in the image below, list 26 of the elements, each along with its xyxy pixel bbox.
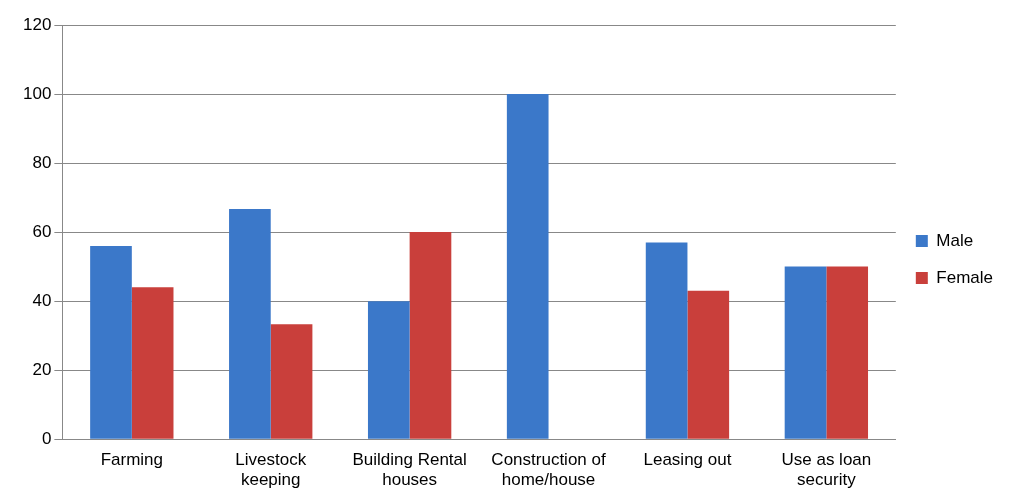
legend-label: Female (936, 267, 993, 287)
bar (131, 287, 174, 439)
bar (506, 94, 549, 439)
x-tick-label: Construction of home/house (491, 450, 606, 490)
bar (687, 290, 730, 439)
bar (90, 245, 132, 439)
bar (229, 208, 271, 439)
bar (270, 324, 313, 439)
bar (367, 301, 410, 439)
y-tick-label: 120 (22, 14, 52, 34)
x-tick-label: Use as loan security (781, 450, 872, 490)
x-tick-label: Leasing out (643, 450, 732, 470)
x-tick-label: Farming (100, 450, 163, 470)
legend-label: Male (936, 230, 974, 250)
bar (784, 266, 827, 439)
y-tick-label: 40 (32, 290, 52, 310)
x-tick-label: Livestock keeping (235, 450, 307, 490)
x-tick-label: Building Rental houses (352, 450, 467, 490)
bar (409, 232, 452, 439)
y-tick-label: 100 (22, 83, 52, 103)
y-tick-label: 0 (41, 428, 52, 448)
bar (645, 242, 688, 439)
y-tick-label: 80 (32, 152, 52, 172)
y-tick-label: 60 (32, 221, 52, 241)
y-tick-label: 20 (32, 359, 52, 379)
bar (826, 266, 869, 439)
